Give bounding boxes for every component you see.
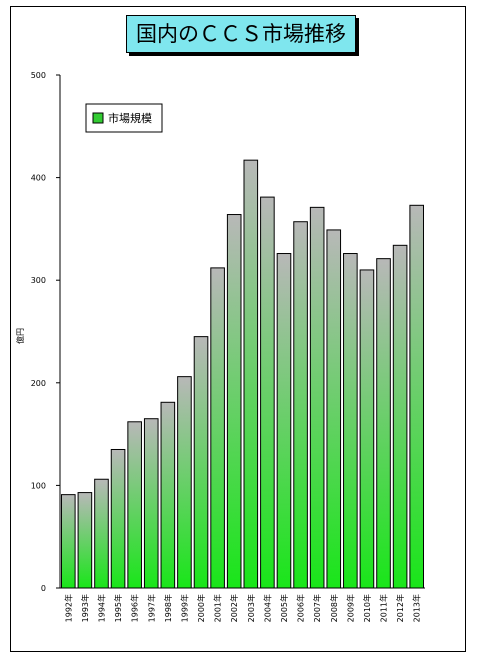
y-ticks-group: 0 100 200 300 400 500 bbox=[31, 71, 60, 593]
x-tick-label: 1998年 bbox=[163, 594, 173, 622]
bar-2013年 bbox=[409, 204, 425, 589]
x-tick-label: 2011年 bbox=[379, 594, 389, 622]
bar-2008年 bbox=[326, 229, 342, 589]
bar-2000年 bbox=[193, 336, 209, 589]
chart-title: 国内のＣＣＳ市場推移 bbox=[126, 15, 356, 53]
x-tick-label: 2005年 bbox=[279, 594, 289, 622]
x-tick-label: 2004年 bbox=[262, 594, 272, 622]
bar-2012年 bbox=[392, 244, 408, 589]
legend: 市場規模 bbox=[85, 103, 163, 133]
bar-1999年 bbox=[177, 376, 192, 589]
axes-group bbox=[59, 75, 425, 589]
y-tick-label: 400 bbox=[31, 174, 46, 183]
x-tick-label: 2012年 bbox=[395, 594, 405, 622]
y-tick-label: 0 bbox=[41, 584, 46, 593]
legend-label: 市場規模 bbox=[108, 111, 152, 125]
bar-2003年 bbox=[243, 159, 259, 589]
x-tick-label: 1992年 bbox=[63, 594, 73, 622]
bar-1997年 bbox=[143, 418, 159, 589]
x-tick-label: 1994年 bbox=[96, 594, 106, 622]
y-tick-label: 300 bbox=[31, 276, 46, 285]
x-tick-label: 1995年 bbox=[113, 594, 123, 622]
y-axis-label: 億円 bbox=[15, 328, 25, 344]
bar-2001年 bbox=[210, 267, 225, 589]
x-tick-label: 2006年 bbox=[296, 594, 306, 622]
bar-2002年 bbox=[226, 214, 242, 589]
x-tick-label: 1993年 bbox=[80, 594, 90, 622]
x-tick-label: 1996年 bbox=[130, 594, 140, 622]
x-tick-label: 2001年 bbox=[213, 594, 223, 622]
x-tick-label: 2008年 bbox=[329, 594, 339, 622]
bar-2011年 bbox=[376, 258, 391, 589]
y-tick-label: 200 bbox=[31, 379, 46, 388]
bar-2007年 bbox=[309, 206, 325, 589]
y-tick-label: 500 bbox=[31, 71, 46, 80]
x-tick-label: 1997年 bbox=[146, 594, 156, 622]
x-tick-label: 2010年 bbox=[362, 594, 372, 622]
x-tick-label: 2013年 bbox=[412, 594, 422, 622]
x-tick-label: 1999年 bbox=[179, 594, 189, 622]
bar-2006年 bbox=[293, 221, 308, 589]
x-ticks-group: 1992年 1993年 1994年 1995年 1996年 1997年 1998年 1999年… bbox=[63, 594, 421, 622]
x-tick-label: 2007年 bbox=[312, 594, 322, 622]
x-tick-label: 2009年 bbox=[345, 594, 355, 622]
bar-1998年 bbox=[160, 401, 176, 589]
bars-group bbox=[60, 159, 425, 589]
bar-1996年 bbox=[127, 421, 142, 589]
x-tick-label: 2002年 bbox=[229, 594, 239, 622]
bar-1995年 bbox=[110, 448, 126, 589]
bar-1993年 bbox=[77, 492, 93, 589]
bar-2010年 bbox=[359, 269, 375, 589]
bar-2009年 bbox=[343, 253, 358, 589]
bar-2004年 bbox=[260, 196, 275, 589]
bar-2005年 bbox=[276, 253, 292, 589]
x-tick-label: 2000年 bbox=[196, 594, 206, 622]
bar-1994年 bbox=[94, 478, 109, 589]
bar-1992年 bbox=[60, 494, 76, 589]
y-tick-label: 100 bbox=[31, 481, 46, 490]
x-tick-label: 2003年 bbox=[246, 594, 256, 622]
legend-swatch bbox=[92, 112, 104, 124]
